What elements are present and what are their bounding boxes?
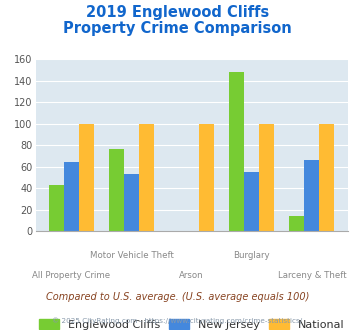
Bar [124,174,139,231]
Bar [49,185,64,231]
Bar [79,124,94,231]
Bar [289,216,304,231]
Legend: Englewood Cliffs, New Jersey, National: Englewood Cliffs, New Jersey, National [36,315,348,330]
Bar [229,72,244,231]
Bar [320,124,334,231]
Text: Arson: Arson [179,271,204,280]
Bar [304,160,320,231]
Text: Compared to U.S. average. (U.S. average equals 100): Compared to U.S. average. (U.S. average … [46,292,309,302]
Bar [139,124,154,231]
Text: All Property Crime: All Property Crime [33,271,111,280]
Bar [199,124,214,231]
Text: Motor Vehicle Theft: Motor Vehicle Theft [90,251,174,260]
Text: 2019 Englewood Cliffs: 2019 Englewood Cliffs [86,5,269,20]
Bar [64,162,79,231]
Bar [244,172,259,231]
Text: Property Crime Comparison: Property Crime Comparison [63,21,292,36]
Bar [259,124,274,231]
Text: Larceny & Theft: Larceny & Theft [278,271,346,280]
Text: © 2025 CityRating.com - https://www.cityrating.com/crime-statistics/: © 2025 CityRating.com - https://www.city… [53,317,302,324]
Bar [109,149,124,231]
Text: Burglary: Burglary [234,251,270,260]
